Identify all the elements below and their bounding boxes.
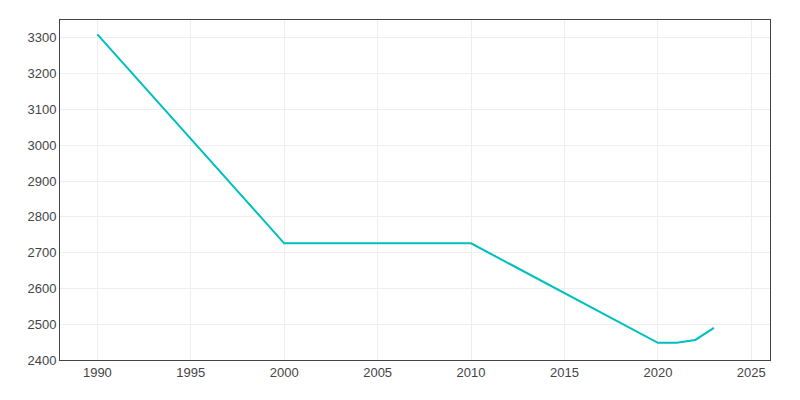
svg-text:3300: 3300 <box>27 30 56 45</box>
svg-text:2025: 2025 <box>737 365 766 380</box>
svg-text:2700: 2700 <box>27 245 56 260</box>
svg-text:2800: 2800 <box>27 209 56 224</box>
svg-text:3100: 3100 <box>27 102 56 117</box>
svg-text:2015: 2015 <box>550 365 579 380</box>
svg-text:2000: 2000 <box>270 365 299 380</box>
svg-text:2005: 2005 <box>363 365 392 380</box>
svg-text:1995: 1995 <box>176 365 205 380</box>
svg-text:2020: 2020 <box>643 365 672 380</box>
svg-text:3000: 3000 <box>27 138 56 153</box>
svg-text:2400: 2400 <box>27 353 56 368</box>
svg-text:1990: 1990 <box>83 365 112 380</box>
svg-text:2500: 2500 <box>27 317 56 332</box>
svg-text:2600: 2600 <box>27 281 56 296</box>
svg-text:3200: 3200 <box>27 66 56 81</box>
svg-text:2010: 2010 <box>457 365 486 380</box>
svg-text:2900: 2900 <box>27 174 56 189</box>
